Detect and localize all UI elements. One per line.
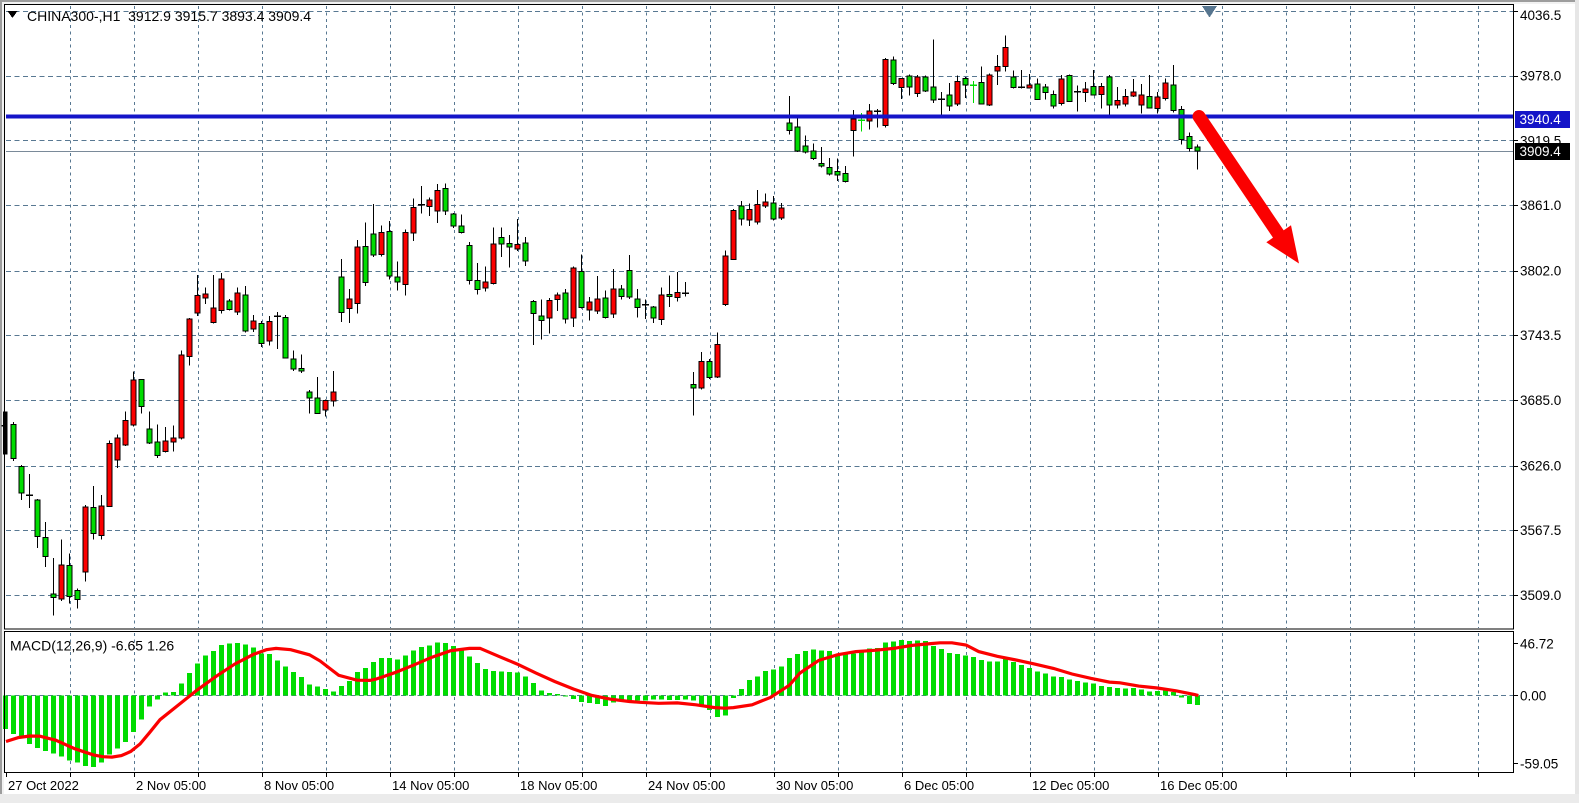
svg-text:27 Oct 2022: 27 Oct 2022 — [8, 778, 79, 793]
svg-text:2 Nov 05:00: 2 Nov 05:00 — [136, 778, 206, 793]
svg-text:3685.0: 3685.0 — [1520, 393, 1561, 408]
svg-text:0.00: 0.00 — [1520, 688, 1546, 703]
svg-text:3509.0: 3509.0 — [1520, 588, 1561, 603]
svg-text:-59.05: -59.05 — [1520, 756, 1558, 771]
svg-text:CHINA300-,H1 3912.9 3915.7 38: CHINA300-,H1 3912.9 3915.7 3893.4 3909.4 — [27, 8, 311, 24]
svg-text:3567.5: 3567.5 — [1520, 523, 1561, 538]
svg-text:MACD(12,26,9) -6.65 1.26: MACD(12,26,9) -6.65 1.26 — [10, 638, 174, 654]
svg-text:24 Nov 05:00: 24 Nov 05:00 — [648, 778, 725, 793]
svg-text:4036.5: 4036.5 — [1520, 8, 1561, 23]
svg-text:3978.0: 3978.0 — [1520, 69, 1561, 84]
svg-text:3909.4: 3909.4 — [1520, 144, 1562, 159]
svg-text:46.72: 46.72 — [1520, 636, 1554, 651]
svg-text:16 Dec 05:00: 16 Dec 05:00 — [1160, 778, 1237, 793]
svg-text:12 Dec 05:00: 12 Dec 05:00 — [1032, 778, 1109, 793]
svg-text:8 Nov 05:00: 8 Nov 05:00 — [264, 778, 334, 793]
svg-text:3802.0: 3802.0 — [1520, 263, 1561, 278]
svg-text:30 Nov 05:00: 30 Nov 05:00 — [776, 778, 853, 793]
svg-text:3626.0: 3626.0 — [1520, 458, 1561, 473]
svg-text:18 Nov 05:00: 18 Nov 05:00 — [520, 778, 597, 793]
svg-text:14 Nov 05:00: 14 Nov 05:00 — [392, 778, 469, 793]
svg-text:3940.4: 3940.4 — [1520, 112, 1562, 127]
svg-text:3861.0: 3861.0 — [1520, 198, 1561, 213]
svg-text:3743.5: 3743.5 — [1520, 328, 1561, 343]
svg-text:6 Dec 05:00: 6 Dec 05:00 — [904, 778, 974, 793]
